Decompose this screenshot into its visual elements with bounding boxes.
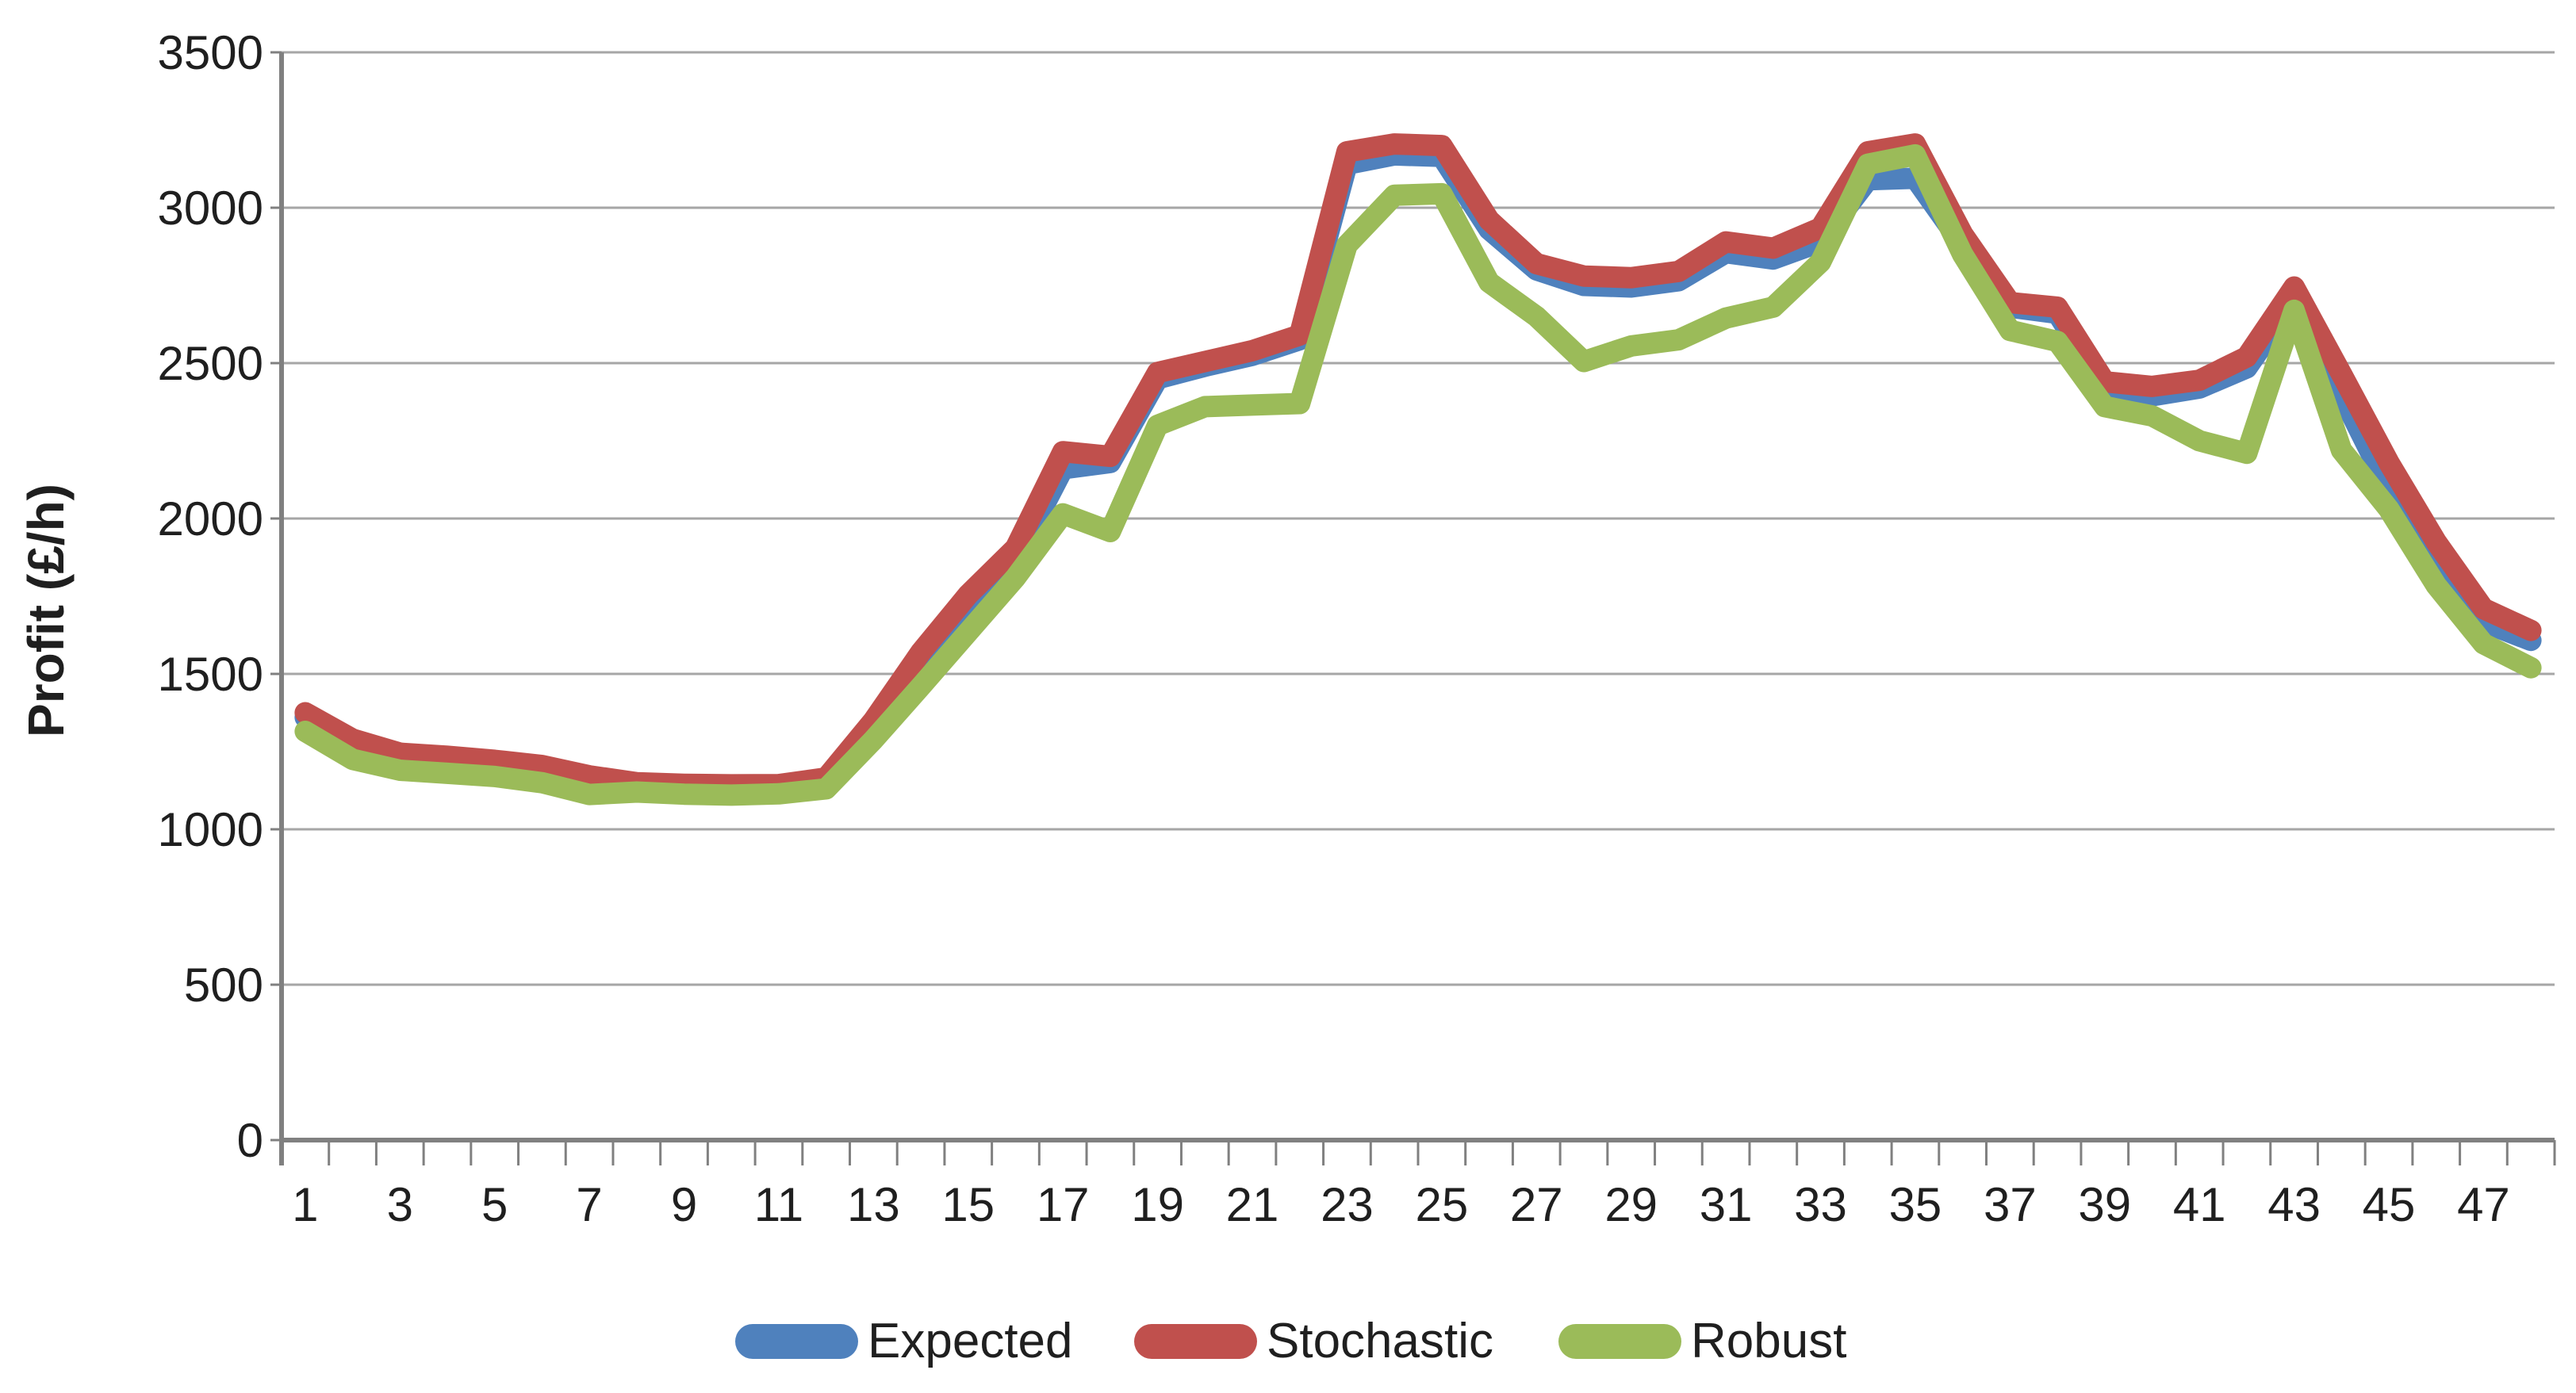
legend-item-stochastic: Stochastic bbox=[1134, 1314, 1493, 1368]
y-tick-label: 0 bbox=[237, 1114, 263, 1167]
y-tick-label: 3000 bbox=[158, 182, 263, 235]
axis-ticks-group bbox=[270, 51, 2556, 1165]
x-tick-label: 7 bbox=[576, 1178, 602, 1231]
series-line-robust bbox=[294, 144, 2542, 806]
x-tick-labels-group: 1 3 5 7 9 11 13 15 17 19 21 23 25 27 29 31 33 35 37 39 41 43 4… bbox=[292, 1178, 2510, 1231]
x-tick-label: 25 bbox=[1415, 1178, 1468, 1231]
x-tick-label: 1 bbox=[292, 1178, 318, 1231]
series-line-stochastic bbox=[294, 133, 2542, 796]
x-tick-label: 41 bbox=[2173, 1178, 2226, 1231]
gridlines-group bbox=[282, 51, 2555, 986]
y-tick-label: 3500 bbox=[158, 26, 263, 79]
x-tick-label: 11 bbox=[754, 1178, 803, 1231]
series-line-expected bbox=[294, 144, 2542, 798]
x-tick-label: 27 bbox=[1510, 1178, 1563, 1231]
x-tick-label: 33 bbox=[1794, 1178, 1847, 1231]
robust-swatch bbox=[1558, 1324, 1681, 1359]
legend: Expected Stochastic Robust bbox=[735, 1314, 1846, 1368]
expected-swatch bbox=[735, 1324, 858, 1359]
x-tick-label: 39 bbox=[2078, 1178, 2131, 1231]
legend-label-expected: Expected bbox=[868, 1314, 1073, 1368]
axes-group bbox=[279, 52, 2555, 1165]
y-tick-label: 2000 bbox=[158, 492, 263, 545]
y-axis-title: Profit (£/h) bbox=[17, 484, 75, 737]
x-tick-label: 21 bbox=[1226, 1178, 1279, 1231]
series-lines-group bbox=[294, 133, 2542, 806]
y-tick-label: 1000 bbox=[158, 803, 263, 856]
x-tick-label: 31 bbox=[1700, 1178, 1753, 1231]
legend-item-robust: Robust bbox=[1558, 1314, 1846, 1368]
x-tick-label: 17 bbox=[1037, 1178, 1090, 1231]
x-tick-label: 35 bbox=[1889, 1178, 1942, 1231]
y-tick-label: 500 bbox=[184, 959, 263, 1012]
x-tick-label: 23 bbox=[1321, 1178, 1374, 1231]
x-tick-label: 29 bbox=[1604, 1178, 1658, 1231]
y-tick-label: 2500 bbox=[158, 337, 263, 390]
x-tick-label: 15 bbox=[941, 1178, 995, 1231]
legend-label-robust: Robust bbox=[1691, 1314, 1846, 1368]
legend-label-stochastic: Stochastic bbox=[1267, 1314, 1493, 1368]
x-tick-label: 47 bbox=[2457, 1178, 2510, 1231]
x-tick-label: 37 bbox=[1984, 1178, 2037, 1231]
y-tick-label: 1500 bbox=[158, 648, 263, 701]
x-tick-label: 45 bbox=[2363, 1178, 2416, 1231]
x-tick-label: 3 bbox=[387, 1178, 413, 1231]
stochastic-swatch bbox=[1134, 1324, 1257, 1359]
legend-item-expected: Expected bbox=[735, 1314, 1073, 1368]
y-tick-labels-group: 0 500 1000 1500 2000 2500 3000 3500 bbox=[158, 26, 263, 1167]
x-tick-label: 5 bbox=[481, 1178, 508, 1231]
x-tick-label: 19 bbox=[1131, 1178, 1184, 1231]
x-tick-label: 13 bbox=[847, 1178, 900, 1231]
x-tick-label: 43 bbox=[2267, 1178, 2321, 1231]
x-tick-label: 9 bbox=[671, 1178, 697, 1231]
